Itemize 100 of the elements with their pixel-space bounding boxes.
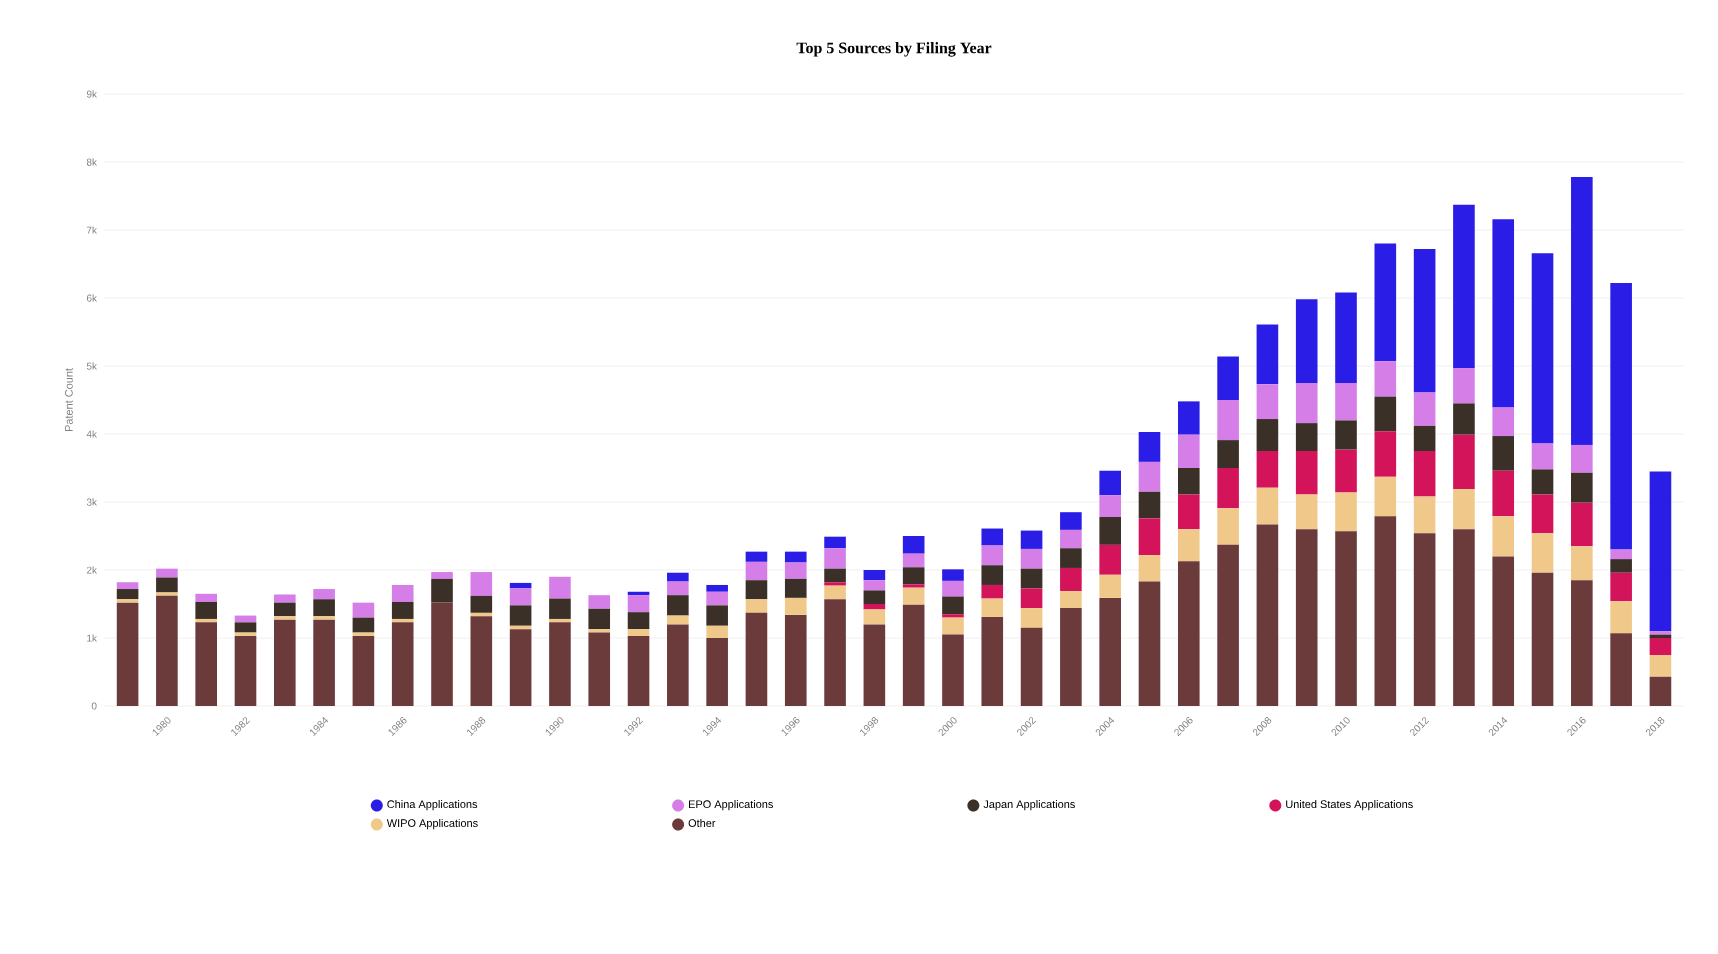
bar (1453, 434, 1475, 490)
bar (1335, 420, 1357, 450)
bar (1531, 572, 1554, 706)
bar (745, 551, 768, 562)
bar (863, 590, 886, 604)
bar (391, 584, 414, 602)
bar (1531, 533, 1554, 573)
bar (745, 612, 768, 706)
bar (863, 624, 886, 706)
bar (156, 568, 178, 578)
bar (431, 578, 453, 603)
bar (1492, 219, 1515, 408)
bar (1610, 572, 1632, 602)
bar (588, 632, 611, 706)
bar (1610, 601, 1632, 634)
bar (1453, 529, 1475, 706)
bar (627, 612, 650, 630)
bar (1335, 383, 1357, 421)
bar (706, 591, 728, 606)
bar (824, 599, 846, 706)
bar (863, 570, 886, 581)
bar (942, 617, 964, 635)
bar (1571, 502, 1593, 547)
bar (195, 593, 217, 602)
bar (549, 598, 571, 619)
bar (1099, 544, 1121, 575)
bar (1177, 434, 1200, 469)
bar (1571, 546, 1593, 581)
bar (1217, 508, 1239, 545)
bar (273, 594, 296, 603)
bar (981, 545, 1004, 566)
bar (1177, 561, 1200, 706)
bar (195, 601, 217, 619)
bar (588, 608, 611, 630)
bar (116, 582, 139, 590)
bar (1531, 469, 1554, 495)
bar (1492, 516, 1515, 557)
bar (1060, 567, 1082, 592)
bar (352, 602, 375, 618)
bar (1610, 633, 1632, 706)
bar (863, 609, 886, 625)
bar (667, 624, 689, 706)
bar (1610, 283, 1632, 550)
bar (1649, 655, 1672, 677)
bar (1217, 440, 1239, 469)
bar (352, 617, 375, 633)
bar (1571, 176, 1593, 445)
bar (784, 562, 807, 579)
bar (313, 619, 335, 706)
bar (1138, 581, 1161, 706)
bar (784, 614, 807, 706)
bar (549, 576, 571, 599)
bar (627, 595, 650, 613)
bar (470, 595, 493, 613)
bar (1020, 627, 1043, 706)
bar (981, 584, 1004, 599)
bar (981, 528, 1004, 546)
bar (1256, 324, 1279, 385)
bar (156, 577, 178, 593)
bar (234, 635, 257, 706)
bar (1374, 431, 1397, 477)
bar (234, 622, 257, 633)
bar (1295, 383, 1318, 424)
bar (784, 551, 807, 563)
bar (942, 569, 964, 581)
bar (745, 599, 768, 613)
bar (1060, 529, 1082, 549)
bar (981, 598, 1004, 617)
bar (706, 625, 728, 638)
bar (1217, 356, 1239, 401)
bar (273, 602, 296, 617)
bar (1335, 492, 1357, 532)
bar (273, 619, 296, 706)
bar (1138, 431, 1161, 462)
bar (863, 580, 886, 591)
bar (156, 595, 178, 706)
bar (1531, 253, 1554, 444)
bar (1060, 548, 1082, 568)
bar (1138, 518, 1161, 556)
bar (1177, 529, 1200, 562)
bar (1453, 204, 1475, 369)
bar (1177, 401, 1200, 435)
bar (1256, 419, 1279, 452)
bar (1335, 292, 1357, 384)
bar (313, 589, 335, 600)
bar (1610, 559, 1632, 573)
bar (1138, 555, 1161, 582)
bar (1099, 574, 1121, 598)
bar (1020, 530, 1043, 549)
bar (1531, 494, 1554, 534)
bar (1492, 470, 1515, 517)
bar (1256, 524, 1279, 706)
bar (1374, 361, 1397, 397)
bar (824, 585, 846, 600)
bar (1413, 451, 1436, 497)
bar (1217, 544, 1239, 706)
bar (902, 567, 925, 585)
bar (1413, 496, 1436, 534)
bar (981, 616, 1004, 706)
bar (1217, 400, 1239, 441)
